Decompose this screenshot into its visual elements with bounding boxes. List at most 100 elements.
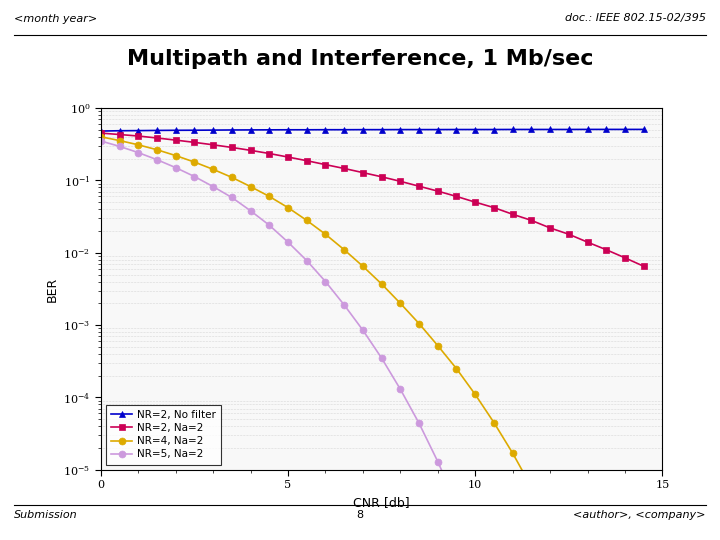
NR=2, No filter	[602, 126, 611, 133]
NR=2, Na=2	[209, 141, 217, 148]
NR=2, Na=2	[265, 150, 274, 157]
NR=2, No filter	[639, 126, 648, 133]
NR=5, Na=2	[134, 150, 143, 156]
NR=2, No filter	[153, 127, 161, 134]
NR=2, Na=2	[340, 165, 348, 172]
NR=2, No filter	[433, 126, 442, 133]
NR=4, Na=2	[209, 166, 217, 173]
NR=5, Na=2	[153, 157, 161, 163]
NR=5, Na=2	[228, 194, 236, 201]
NR=2, Na=2	[564, 231, 573, 238]
NR=2, Na=2	[153, 135, 161, 141]
NR=2, Na=2	[115, 131, 124, 138]
Text: doc.: IEEE 802.15-02/395: doc.: IEEE 802.15-02/395	[564, 14, 706, 24]
NR=4, Na=2	[321, 231, 330, 238]
NR=2, Na=2	[621, 254, 629, 261]
NR=5, Na=2	[284, 239, 292, 245]
NR=2, No filter	[583, 126, 592, 133]
NR=4, Na=2	[96, 133, 105, 140]
NR=4, Na=2	[302, 217, 311, 224]
X-axis label: CNR [db]: CNR [db]	[354, 496, 410, 509]
Line: NR=2, Na=2: NR=2, Na=2	[97, 130, 647, 269]
NR=4, Na=2	[246, 184, 255, 190]
NR=4, Na=2	[415, 320, 423, 327]
NR=2, No filter	[190, 127, 199, 133]
NR=2, No filter	[115, 127, 124, 134]
NR=5, Na=2	[377, 355, 386, 361]
NR=2, No filter	[96, 128, 105, 134]
NR=2, No filter	[359, 126, 367, 133]
NR=4, Na=2	[171, 152, 180, 159]
NR=2, Na=2	[490, 204, 498, 211]
NR=5, Na=2	[452, 501, 461, 507]
NR=5, Na=2	[433, 458, 442, 465]
NR=5, Na=2	[96, 138, 105, 144]
NR=2, No filter	[246, 127, 255, 133]
NR=4, Na=2	[527, 484, 536, 490]
NR=4, Na=2	[396, 300, 405, 307]
NR=2, Na=2	[284, 154, 292, 160]
NR=2, No filter	[471, 126, 480, 133]
NR=2, No filter	[546, 126, 554, 133]
NR=4, Na=2	[115, 137, 124, 144]
Line: NR=2, No filter: NR=2, No filter	[97, 126, 647, 134]
NR=2, Na=2	[321, 161, 330, 168]
NR=2, Na=2	[433, 188, 442, 194]
NR=2, Na=2	[171, 137, 180, 143]
NR=5, Na=2	[209, 184, 217, 190]
NR=2, Na=2	[377, 173, 386, 180]
NR=2, No filter	[396, 126, 405, 133]
NR=2, Na=2	[471, 199, 480, 205]
NR=5, Na=2	[171, 164, 180, 171]
Text: 8: 8	[356, 510, 364, 521]
NR=5, Na=2	[415, 420, 423, 427]
NR=4, Na=2	[546, 521, 554, 527]
NR=4, Na=2	[471, 391, 480, 397]
Text: Submission: Submission	[14, 510, 78, 521]
Text: <author>, <company>: <author>, <company>	[573, 510, 706, 521]
NR=4, Na=2	[433, 342, 442, 349]
Text: Multipath and Interference, 1 Mb/sec: Multipath and Interference, 1 Mb/sec	[127, 49, 593, 69]
NR=4, Na=2	[284, 204, 292, 211]
NR=4, Na=2	[377, 281, 386, 287]
NR=2, No filter	[284, 126, 292, 133]
NR=2, No filter	[321, 126, 330, 133]
NR=2, Na=2	[396, 178, 405, 185]
NR=4, Na=2	[228, 174, 236, 180]
NR=2, Na=2	[359, 170, 367, 176]
NR=2, Na=2	[546, 225, 554, 231]
NR=2, Na=2	[96, 130, 105, 136]
Line: NR=4, Na=2: NR=4, Na=2	[97, 133, 610, 540]
NR=2, Na=2	[134, 133, 143, 139]
NR=2, No filter	[621, 126, 629, 133]
NR=4, Na=2	[265, 193, 274, 200]
NR=4, Na=2	[508, 450, 517, 456]
NR=4, Na=2	[359, 263, 367, 269]
NR=2, No filter	[265, 126, 274, 133]
NR=2, No filter	[302, 126, 311, 133]
NR=2, No filter	[134, 127, 143, 134]
NR=4, Na=2	[490, 419, 498, 426]
Text: <month year>: <month year>	[14, 14, 98, 24]
NR=2, Na=2	[508, 211, 517, 218]
NR=2, Na=2	[602, 246, 611, 253]
NR=2, Na=2	[452, 193, 461, 200]
NR=4, Na=2	[134, 141, 143, 148]
NR=2, Na=2	[583, 239, 592, 245]
NR=5, Na=2	[302, 257, 311, 264]
NR=5, Na=2	[359, 327, 367, 333]
NR=5, Na=2	[321, 278, 330, 285]
NR=2, Na=2	[246, 147, 255, 153]
NR=2, No filter	[415, 126, 423, 133]
NR=5, Na=2	[396, 386, 405, 393]
NR=2, Na=2	[190, 139, 199, 146]
NR=2, Na=2	[302, 158, 311, 164]
NR=5, Na=2	[340, 302, 348, 308]
Y-axis label: BER: BER	[46, 276, 59, 301]
NR=2, No filter	[171, 127, 180, 133]
NR=4, Na=2	[153, 146, 161, 153]
NR=2, No filter	[377, 126, 386, 133]
NR=2, No filter	[527, 126, 536, 133]
NR=2, No filter	[508, 126, 517, 133]
NR=2, No filter	[564, 126, 573, 133]
